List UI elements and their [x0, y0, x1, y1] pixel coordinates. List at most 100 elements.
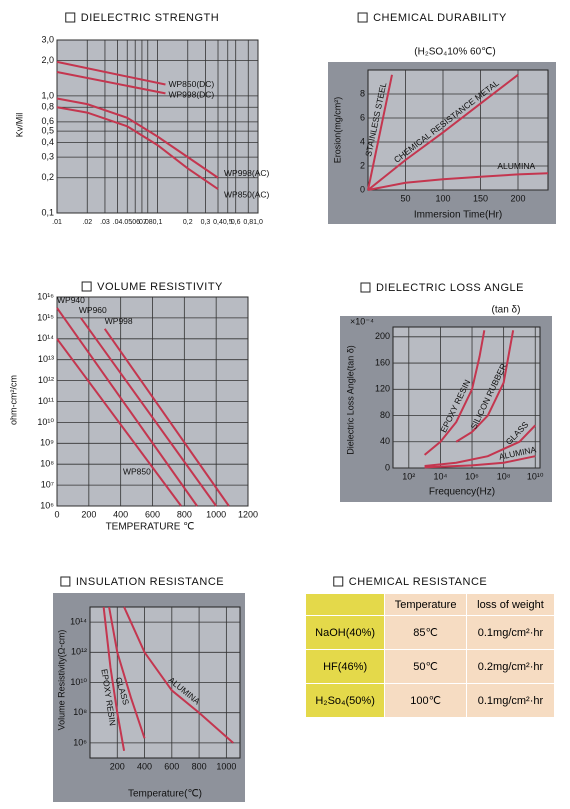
- x-tick-label: .08: [143, 219, 153, 226]
- cell: NaOH(40%): [304, 615, 386, 650]
- x-axis-label: Frequency(Hz): [429, 487, 495, 498]
- y-tick-label: 10¹³: [38, 354, 54, 364]
- x-axis-label: Immersion Time(Hr): [414, 210, 502, 221]
- y-tick-label: 10¹²: [71, 647, 87, 657]
- cell: 85℃: [384, 615, 467, 650]
- y-tick-label: 10⁸: [73, 707, 87, 717]
- corner-cell: [304, 593, 386, 616]
- y-axis-label: Dielectric Loss Angle(tan δ): [345, 345, 355, 455]
- x-tick-label: 1,0: [253, 219, 263, 226]
- x-tick-label: 0,2: [183, 219, 193, 226]
- x-tick-label: 200: [510, 193, 525, 203]
- series-line: [423, 330, 486, 456]
- series-label: WP998: [105, 316, 133, 326]
- y-axis-label: Volume Resistivity(Ω-cm): [56, 630, 66, 731]
- title-checkbox: [60, 576, 71, 587]
- y-tick-label: 0,2: [41, 172, 54, 182]
- x-tick-label: 1000: [206, 509, 226, 519]
- y-tick-label: 10¹⁶: [37, 291, 54, 301]
- series-line: [108, 606, 146, 739]
- y-tick-label: 10⁹: [40, 438, 54, 448]
- series-line: [80, 317, 217, 507]
- y-axis-label: Erosion(mg/cm²): [332, 97, 342, 164]
- series-line: [56, 307, 198, 507]
- x-tick-label: 0,5: [223, 219, 233, 226]
- x-tick-label: .02: [82, 219, 92, 226]
- series-line: [367, 74, 393, 191]
- title-checkbox: [65, 12, 76, 23]
- y-tick-label: 2,0: [41, 55, 54, 65]
- header-cell: loss of weight: [465, 593, 556, 616]
- series-line: [56, 106, 219, 190]
- series-label: WP998(AC): [224, 168, 270, 178]
- y-tick-label: 200: [375, 331, 390, 341]
- x-tick-label: 10⁸: [497, 471, 511, 481]
- x-tick-label: 400: [113, 509, 128, 519]
- y-tick-label: 0,4: [41, 137, 54, 147]
- y-tick-label: 0,5: [41, 126, 54, 136]
- section-title: INSULATION RESISTANCE: [76, 576, 224, 588]
- x-tick-label: 800: [177, 509, 192, 519]
- series-label: WP850(AC): [224, 189, 270, 199]
- y-tick-label: 10¹²: [38, 375, 54, 385]
- y-tick-label: 40: [380, 436, 390, 446]
- x-tick-label: .04: [113, 219, 123, 226]
- y-unit: ×10⁻⁴: [350, 316, 374, 326]
- x-tick-label: 50: [400, 193, 410, 203]
- x-tick-label: 0,6: [231, 219, 241, 226]
- section-title: CHEMICAL RESISTANCE: [349, 576, 487, 588]
- x-tick-label: .07: [137, 219, 147, 226]
- subtitle: (tan δ): [492, 305, 521, 316]
- y-tick-label: 10⁸: [40, 459, 54, 469]
- x-tick-label: 100: [435, 193, 450, 203]
- plot-area: [367, 69, 549, 191]
- series-label: WP940: [57, 295, 85, 305]
- series-label: ALUMINA: [497, 161, 535, 171]
- y-tick-label: 80: [380, 410, 390, 420]
- x-tick-label: 200: [81, 509, 96, 519]
- x-tick-label: 0: [54, 509, 59, 519]
- x-tick-label: .01: [52, 219, 62, 226]
- y-tick-label: 3,0: [41, 34, 54, 44]
- x-tick-label: 1200: [238, 509, 258, 519]
- x-tick-label: 0,8: [243, 219, 253, 226]
- y-tick-label: 1,0: [41, 90, 54, 100]
- subtitle: (H₂SO₄10% 60℃): [414, 47, 495, 58]
- x-tick-label: 200: [110, 761, 125, 771]
- y-tick-label: 10⁶: [40, 500, 54, 510]
- series-line: [424, 455, 536, 469]
- section-title: CHEMICAL DURABILITY: [373, 12, 507, 24]
- series-line: [103, 328, 230, 507]
- y-tick-label: 0: [385, 462, 390, 472]
- y-tick-label: 0,6: [41, 116, 54, 126]
- y-tick-label: 10¹⁰: [37, 417, 54, 427]
- cell: H₂So₄(50%): [304, 683, 386, 718]
- series-label: WP960: [79, 305, 107, 315]
- title-checkbox: [81, 281, 92, 292]
- cell: 50℃: [384, 649, 467, 684]
- title-checkbox: [360, 282, 371, 293]
- y-tick-label: 160: [375, 357, 390, 367]
- x-tick-label: .05: [122, 219, 132, 226]
- y-axis-label: ohm-cm²/cm: [8, 375, 18, 425]
- cell: HF(46%): [304, 649, 386, 684]
- y-tick-label: 0,1: [41, 207, 54, 217]
- series-line: [367, 74, 519, 191]
- series-line: [367, 172, 549, 191]
- series-line: [424, 424, 536, 468]
- x-tick-label: 0,1: [153, 219, 163, 226]
- x-axis-label: TEMPERATURE ℃: [106, 522, 195, 533]
- chemical-resistance-table: Temperature loss of weight NaOH(40%) 85℃ 0.…: [304, 593, 556, 718]
- section-title: VOLUME RESISTIVITY: [97, 281, 223, 293]
- series-line: [56, 70, 166, 95]
- y-tick-label: 10¹⁰: [70, 677, 87, 687]
- series-line: [123, 606, 234, 744]
- series-label: WP998(DC): [168, 90, 214, 100]
- x-tick-label: 800: [192, 761, 207, 771]
- x-tick-label: .06: [130, 219, 140, 226]
- x-tick-label: 600: [145, 509, 160, 519]
- series-line: [56, 338, 182, 507]
- y-tick-label: 6: [360, 112, 365, 122]
- y-tick-label: 10¹⁴: [37, 333, 54, 343]
